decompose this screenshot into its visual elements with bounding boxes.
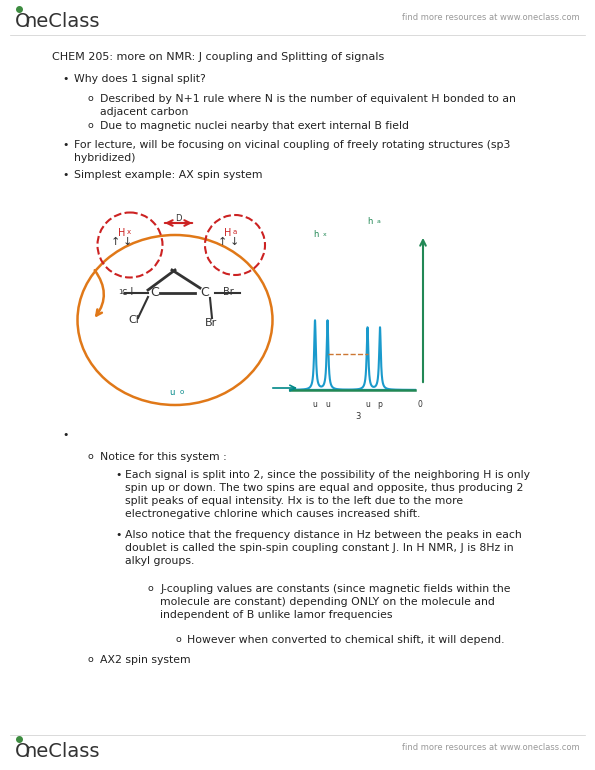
Text: u: u [170,388,175,397]
Text: hybridized): hybridized) [74,153,136,163]
Text: ↓: ↓ [123,237,131,247]
Text: neClass: neClass [24,742,99,761]
Text: O: O [15,742,30,761]
Text: J-coupling values are constants (since magnetic fields within the: J-coupling values are constants (since m… [160,584,511,594]
Text: x: x [323,232,327,237]
Text: However when converted to chemical shift, it will depend.: However when converted to chemical shift… [187,635,505,645]
Text: ↓: ↓ [229,237,239,247]
Text: a: a [233,229,237,235]
Text: ↑: ↑ [217,237,227,247]
Text: •: • [62,430,68,440]
Text: o: o [88,121,94,130]
Text: o: o [148,584,154,593]
Text: split peaks of equal intensity. Hx is to the left due to the more: split peaks of equal intensity. Hx is to… [125,496,463,506]
Text: •: • [115,470,121,480]
Text: o: o [88,452,94,461]
Text: 3: 3 [355,412,360,421]
Text: Cl: Cl [128,315,139,325]
Text: neClass: neClass [24,12,99,31]
Text: C: C [201,286,209,300]
Text: u: u [365,400,370,409]
Text: h: h [367,217,372,226]
Text: c l: c l [122,287,133,297]
Text: p: p [378,400,383,409]
Text: spin up or down. The two spins are equal and opposite, thus producing 2: spin up or down. The two spins are equal… [125,483,524,493]
Text: Why does 1 signal split?: Why does 1 signal split? [74,74,206,84]
Text: adjacent carbon: adjacent carbon [100,107,189,117]
Text: •: • [62,74,68,84]
Text: AX2 spin system: AX2 spin system [100,655,190,665]
Text: 0: 0 [418,400,422,409]
Text: ↑: ↑ [110,237,120,247]
Text: D: D [175,214,181,223]
Text: o: o [180,389,184,395]
Text: •: • [62,140,68,150]
Text: CHEM 205: more on NMR: J coupling and Splitting of signals: CHEM 205: more on NMR: J coupling and Sp… [52,52,384,62]
Text: – Br: – Br [215,287,234,297]
Text: h: h [314,230,319,239]
Text: C: C [151,286,159,300]
Text: Notice for this system :: Notice for this system : [100,452,227,462]
Text: o: o [88,94,94,103]
Text: Br: Br [205,318,217,328]
Text: doublet is called the spin-spin coupling constant J. In H NMR, J is 8Hz in: doublet is called the spin-spin coupling… [125,543,513,553]
Text: •: • [115,530,121,540]
Text: H: H [224,228,231,238]
Text: u: u [312,400,318,409]
Text: find more resources at www.oneclass.com: find more resources at www.oneclass.com [402,13,580,22]
Text: Due to magnetic nuclei nearby that exert internal B field: Due to magnetic nuclei nearby that exert… [100,121,409,131]
Text: Each signal is split into 2, since the possibility of the neighboring H is only: Each signal is split into 2, since the p… [125,470,530,480]
Text: x: x [127,229,131,235]
Text: o: o [175,635,181,644]
Text: O: O [15,12,30,31]
Text: o: o [88,655,94,664]
Text: alkyl groups.: alkyl groups. [125,556,195,566]
Text: 1: 1 [118,289,123,295]
Text: a: a [377,219,381,224]
Text: Also notice that the frequency distance in Hz between the peaks in each: Also notice that the frequency distance … [125,530,522,540]
Text: H: H [118,228,126,238]
Text: independent of B unlike lamor frequencies: independent of B unlike lamor frequencie… [160,610,393,620]
Text: Described by N+1 rule where N is the number of equivalent H bonded to an: Described by N+1 rule where N is the num… [100,94,516,104]
Text: molecule are constant) depending ONLY on the molecule and: molecule are constant) depending ONLY on… [160,597,495,607]
Text: u: u [325,400,330,409]
Text: electronegative chlorine which causes increased shift.: electronegative chlorine which causes in… [125,509,421,519]
Text: find more resources at www.oneclass.com: find more resources at www.oneclass.com [402,743,580,752]
Text: •: • [62,170,68,180]
Text: Simplest example: AX spin system: Simplest example: AX spin system [74,170,262,180]
Text: For lecture, will be focusing on vicinal coupling of freely rotating structures : For lecture, will be focusing on vicinal… [74,140,511,150]
